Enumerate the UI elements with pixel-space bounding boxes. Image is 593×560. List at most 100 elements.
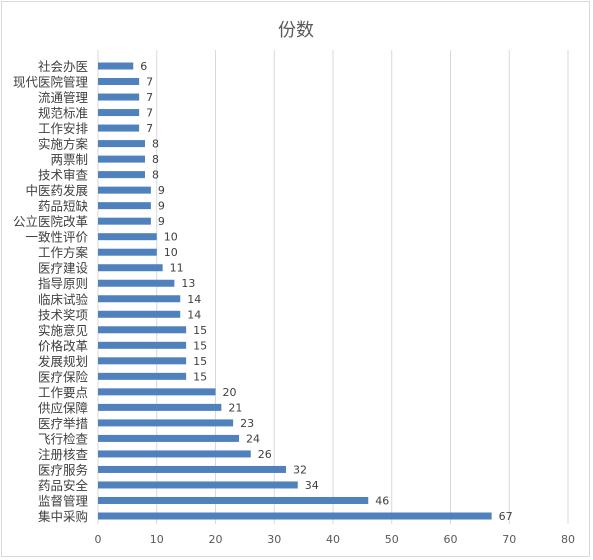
bar: [98, 419, 234, 427]
data-label: 46: [375, 494, 389, 507]
bar: [98, 496, 369, 504]
bar: [98, 481, 298, 489]
category-label: 药品安全: [38, 478, 89, 493]
x-tick-label: 10: [150, 533, 164, 546]
bar: [98, 78, 140, 86]
data-label: 15: [193, 339, 207, 352]
x-tick-label: 30: [267, 533, 281, 546]
bar: [98, 512, 492, 520]
data-label: 11: [170, 262, 184, 275]
data-label: 15: [193, 370, 207, 383]
grid-lines: [97, 50, 569, 524]
bar: [98, 357, 187, 365]
bar: [98, 202, 151, 210]
x-tick-label: 80: [561, 533, 575, 546]
data-label: 15: [193, 324, 207, 337]
category-label: 医疗保险: [38, 369, 89, 384]
bar: [98, 465, 286, 473]
category-label: 医疗举措: [38, 416, 88, 431]
chart-title: 份数: [278, 20, 314, 41]
data-label: 7: [146, 91, 153, 104]
data-label: 9: [158, 184, 165, 197]
bar: [98, 388, 216, 396]
bar: [98, 140, 145, 148]
category-label: 技术奖项: [38, 307, 88, 322]
data-label: 10: [164, 231, 178, 244]
category-label: 飞行检查: [38, 431, 89, 446]
data-label: 15: [193, 355, 207, 368]
bar: [98, 434, 239, 442]
data-label: 14: [187, 308, 201, 321]
bar: [98, 171, 145, 179]
data-label: 8: [152, 138, 159, 151]
bar: [98, 341, 187, 349]
category-label: 临床试验: [38, 292, 89, 307]
category-label: 注册核查: [38, 447, 89, 462]
bar: [98, 155, 145, 163]
category-label: 技术审查: [38, 168, 89, 183]
category-label: 一致性评价: [25, 230, 88, 245]
data-label: 7: [146, 107, 153, 120]
bar: [98, 62, 134, 70]
bar: [98, 109, 140, 117]
category-label: 监督管理: [38, 493, 89, 508]
category-label: 发展规划: [38, 354, 88, 369]
bar: [98, 93, 140, 101]
category-label: 工作方案: [38, 245, 89, 260]
bar: [98, 279, 175, 287]
data-label: 8: [152, 153, 159, 166]
category-label: 医疗建设: [38, 261, 89, 276]
category-label: 实施方案: [38, 137, 89, 152]
bar: [98, 310, 181, 318]
category-axis-labels: 社会办医现代医院管理流通管理规范标准工作安排实施方案两票制技术审查中医药发展药品…: [13, 59, 89, 524]
data-label: 24: [246, 432, 260, 445]
x-tick-label: 70: [502, 533, 516, 546]
data-label: 32: [293, 463, 307, 476]
category-label: 工作要点: [38, 385, 88, 400]
data-labels: 6777788899910101113141415151515202123242…: [140, 60, 512, 523]
data-label: 8: [152, 169, 159, 182]
category-label: 流通管理: [38, 90, 89, 105]
category-label: 药品短缺: [38, 199, 89, 214]
x-tick-label: 20: [209, 533, 223, 546]
bar: [98, 217, 151, 225]
category-label: 实施意见: [38, 323, 88, 338]
bar: [98, 450, 251, 458]
category-label: 规范标准: [38, 106, 88, 121]
data-label: 21: [228, 401, 242, 414]
bar: [98, 248, 157, 256]
bar: [98, 295, 181, 303]
bars: [98, 62, 492, 520]
value-axis-labels: 0 10 20 30 40 50 60 70 80: [95, 533, 576, 546]
data-label: 34: [305, 479, 319, 492]
bar: [98, 264, 163, 272]
data-label: 13: [181, 277, 195, 290]
bar: [98, 372, 187, 380]
data-label: 14: [187, 293, 201, 306]
bar: [98, 233, 157, 241]
data-label: 9: [158, 200, 165, 213]
x-tick-label: 50: [385, 533, 399, 546]
category-label: 两票制: [50, 152, 88, 167]
bar: [98, 186, 151, 194]
data-label: 67: [499, 510, 513, 523]
category-label: 工作安排: [38, 121, 89, 136]
category-label: 公立医院改革: [13, 214, 88, 229]
data-label: 10: [164, 246, 178, 259]
bar: [98, 326, 187, 334]
category-label: 集中采购: [38, 509, 88, 524]
x-tick-label: 0: [95, 533, 102, 546]
data-label: 7: [146, 76, 153, 89]
bar: [98, 403, 222, 411]
data-label: 26: [258, 448, 272, 461]
data-label: 20: [223, 386, 237, 399]
category-label: 现代医院管理: [13, 75, 89, 90]
x-tick-label: 60: [444, 533, 458, 546]
category-label: 医疗服务: [38, 462, 88, 477]
category-label: 社会办医: [38, 59, 88, 74]
data-label: 7: [146, 122, 153, 135]
data-label: 9: [158, 215, 165, 228]
